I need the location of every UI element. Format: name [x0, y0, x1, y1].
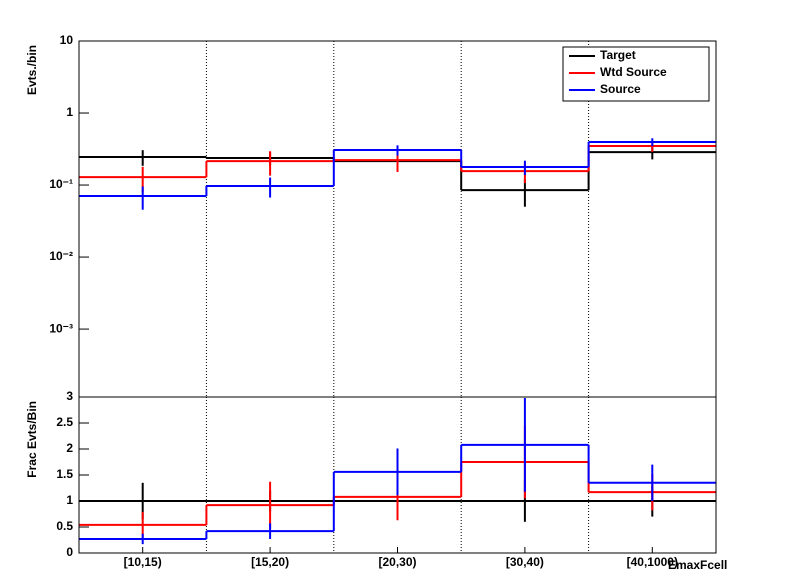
y-tick-label: 1	[66, 493, 73, 507]
y-tick-label: 10⁻²	[49, 249, 73, 263]
legend-label: Wtd Source	[600, 65, 667, 79]
y-tick-label: 10	[60, 33, 74, 47]
y-tick-label: 0	[66, 545, 73, 559]
x-tick-label: [10,15)	[124, 555, 162, 569]
x-axis-label: EmaxFcell	[668, 558, 727, 572]
y-tick-label: 1.5	[56, 467, 73, 481]
y-tick-label: 0.5	[56, 519, 73, 533]
y-tick-label: 1	[66, 105, 73, 119]
y-tick-label: 10⁻¹	[49, 177, 73, 191]
y-axis-label: Frac Evts/Bin	[25, 401, 39, 478]
legend-label: Target	[600, 48, 636, 62]
x-tick-label: [40,1000)	[627, 555, 678, 569]
y-axis-label: Evts./bin	[25, 45, 39, 95]
x-tick-label: [30,40)	[506, 555, 544, 569]
y-tick-label: 10⁻³	[49, 321, 73, 335]
x-tick-label: [20,30)	[378, 555, 416, 569]
legend-label: Source	[600, 82, 641, 96]
y-tick-label: 2	[66, 441, 73, 455]
y-tick-label: 3	[66, 389, 73, 403]
x-tick-label: [15,20)	[251, 555, 289, 569]
y-tick-label: 2.5	[56, 415, 73, 429]
